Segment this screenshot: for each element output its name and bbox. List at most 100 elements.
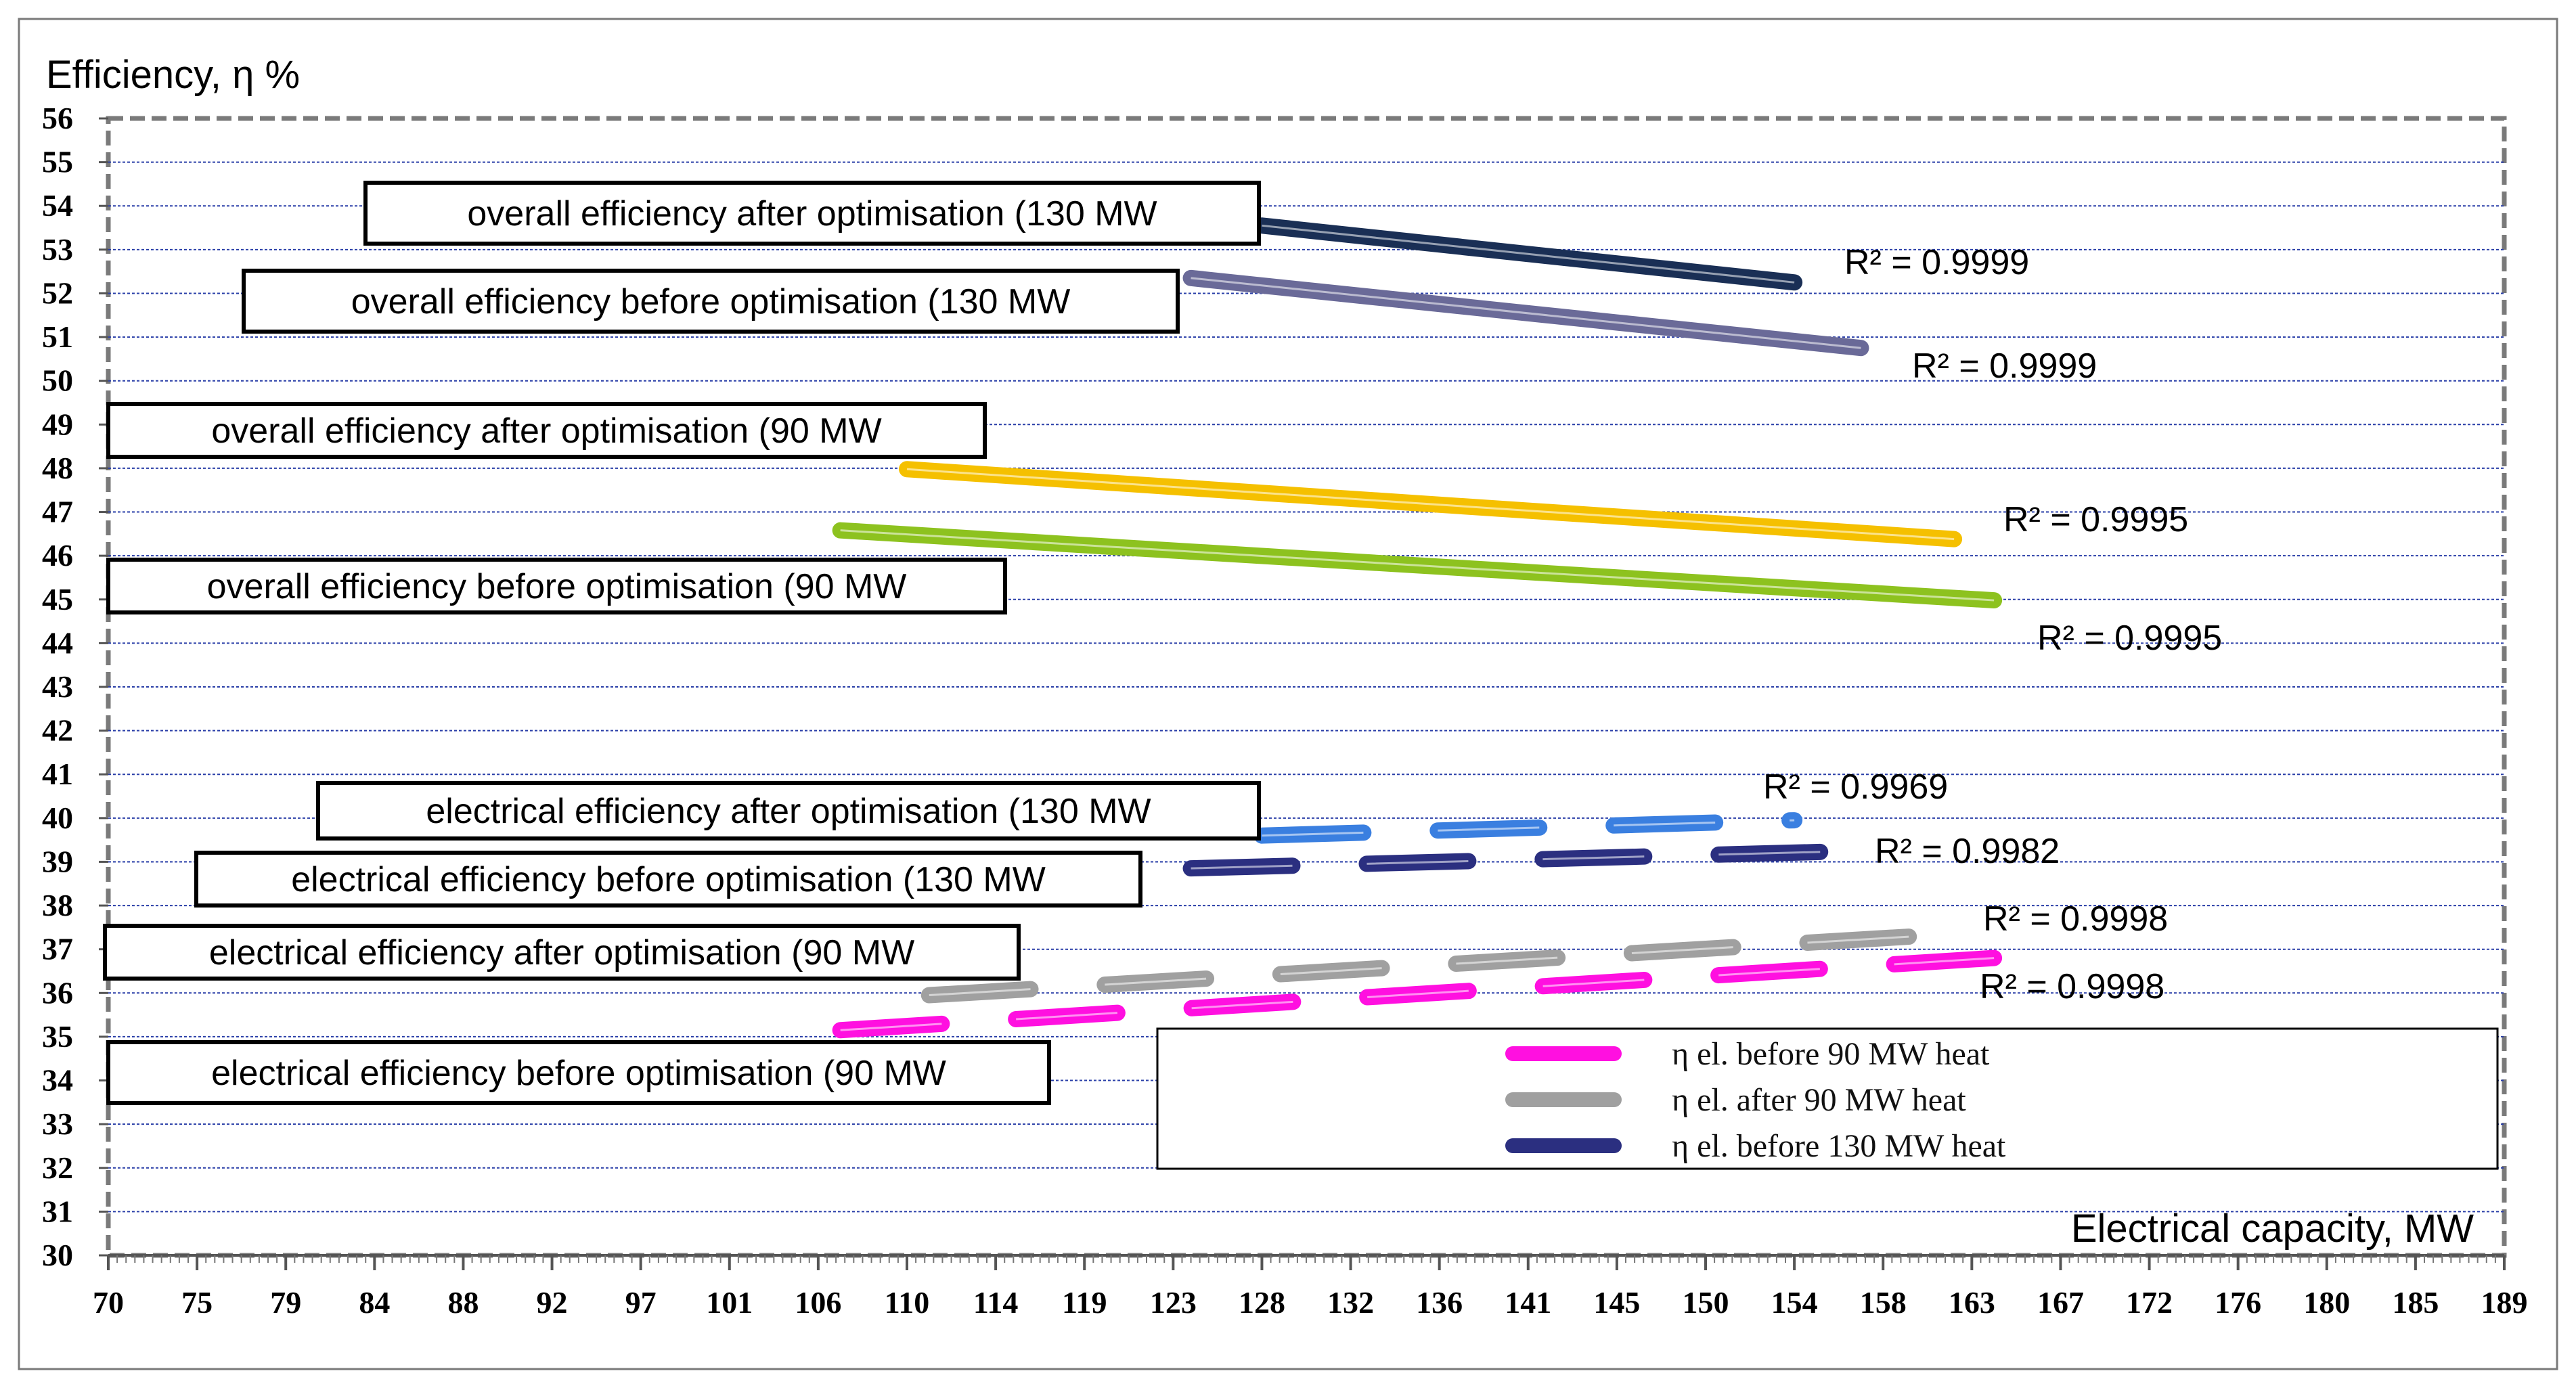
y-tick-label: 30	[42, 1238, 73, 1272]
legend-label: η el. before 90 MW heat	[1672, 1036, 1990, 1072]
x-tick-label: 158	[1860, 1285, 1907, 1320]
legend-label: η el. before 130 MW heat	[1672, 1128, 2006, 1164]
series-label-box	[316, 781, 1261, 841]
x-tick-label: 119	[1062, 1285, 1107, 1320]
series-label-ov_after_130: overall efficiency after optimisation (1…	[467, 194, 1157, 233]
series-label-box	[103, 924, 1021, 981]
x-tick-label: 154	[1771, 1285, 1818, 1320]
x-tick-label: 114	[973, 1285, 1018, 1320]
y-tick-label: 51	[42, 319, 73, 354]
y-tick-label: 37	[42, 932, 73, 966]
r2-label-el_before_90: R² = 0.9998	[1980, 967, 2164, 1006]
series-label-el_after_90: electrical efficiency after optimisation…	[209, 933, 914, 972]
legend: η el. before 90 MW heat η el. after 90 MW…	[1156, 1027, 2499, 1170]
series-highlight-ov_after_130	[1262, 224, 1795, 284]
x-tick-label: 136	[1416, 1285, 1463, 1320]
series-label-el_before_130: electrical efficiency before optimisatio…	[291, 860, 1046, 899]
series-label-ov_before_130: overall efficiency before optimisation (…	[351, 282, 1071, 321]
y-tick-label: 41	[42, 757, 73, 791]
y-tick-label: 39	[42, 844, 73, 878]
y-tick-label: 40	[42, 801, 73, 835]
y-tick-label: 35	[42, 1019, 73, 1054]
legend-items: η el. before 90 MW heat η el. after 90 MW…	[1505, 1036, 2006, 1164]
x-tick-label: 176	[2215, 1285, 2261, 1320]
y-tick-label: 56	[42, 101, 73, 135]
r2-label-ov_after_90: R² = 0.9995	[2003, 500, 2188, 539]
series-label-box	[194, 851, 1142, 908]
series-label-box	[106, 1040, 1051, 1105]
y-tick-label: 54	[42, 188, 73, 223]
y-tick-label: 33	[42, 1106, 73, 1141]
y-tick-label: 43	[42, 669, 73, 704]
x-tick-label: 150	[1683, 1285, 1729, 1320]
y-tick-label: 52	[42, 275, 73, 310]
x-tick-label: 180	[2303, 1285, 2350, 1320]
y-tick-label: 53	[42, 232, 73, 267]
x-tick-label: 189	[2481, 1285, 2528, 1320]
x-tick-label: 123	[1150, 1285, 1197, 1320]
r2-label-el_after_90: R² = 0.9998	[1983, 899, 2168, 939]
y-tick-label: 32	[42, 1150, 73, 1185]
series-lines	[832, 217, 2003, 1039]
series-label-box	[106, 558, 1007, 614]
series-highlight-ov_before_130	[1191, 277, 1861, 349]
y-tick-label: 42	[42, 713, 73, 748]
x-tick-label: 70	[93, 1285, 124, 1320]
x-tick-label: 75	[181, 1285, 213, 1320]
x-tick-label: 84	[359, 1285, 390, 1320]
x-tick-label: 163	[1949, 1285, 1995, 1320]
series-highlight-el_after_130	[1262, 819, 1795, 837]
x-tick-label: 132	[1327, 1285, 1374, 1320]
y-tick-label: 34	[42, 1063, 73, 1098]
legend-label: η el. after 90 MW heat	[1672, 1082, 1966, 1118]
y-tick-label: 49	[42, 407, 73, 441]
y-tick-label: 46	[42, 538, 73, 573]
x-tick-label: 97	[625, 1285, 657, 1320]
x-axis-ticks: 70 75 79 84 88 92 97 101 106 110 114 119 123 128 132 13…	[93, 1254, 2528, 1320]
x-tick-label: 88	[447, 1285, 479, 1320]
series-label-ov_after_90: overall efficiency after optimisation (9…	[211, 411, 881, 451]
x-axis-title: Electrical capacity, MW	[2071, 1207, 2474, 1251]
series-label-box	[106, 402, 987, 459]
legend-box	[1156, 1027, 2499, 1170]
r2-label-ov_before_90: R² = 0.9995	[2037, 619, 2222, 658]
y-tick-label: 44	[42, 625, 73, 660]
series-highlight-el_before_130	[1191, 849, 1861, 870]
series-label-ov_before_90: overall efficiency before optimisation (…	[207, 567, 907, 606]
x-tick-label: 145	[1593, 1285, 1640, 1320]
x-tick-label: 110	[885, 1285, 929, 1320]
y-axis-ticks: 30 31 32 33 34 35 36 37 38 39 40 41 42 43 44 45 46 47 48 49…	[42, 101, 108, 1272]
y-tick-label: 38	[42, 888, 73, 922]
r2-labels: R² = 0.9999 R² = 0.9999 R² = 0.9995 R² = 0.…	[1763, 243, 2222, 1006]
y-tick-label: 48	[42, 451, 73, 485]
x-tick-label: 79	[270, 1285, 301, 1320]
series-label-box	[363, 181, 1261, 246]
series-labels: overall efficiency after optimisation (1…	[103, 181, 1261, 1105]
series-label-el_after_130: electrical efficiency after optimisation…	[426, 792, 1151, 831]
y-tick-label: 55	[42, 145, 73, 179]
x-tick-label: 172	[2126, 1285, 2173, 1320]
y-tick-label: 47	[42, 495, 73, 529]
y-tick-label: 50	[42, 363, 73, 398]
x-tick-label: 101	[706, 1285, 753, 1320]
y-tick-label: 45	[42, 582, 73, 617]
x-tick-label: 92	[537, 1285, 568, 1320]
series-highlight-ov_before_90	[840, 529, 1995, 602]
series-highlight-ov_after_90	[906, 468, 1955, 541]
x-tick-label: 128	[1239, 1285, 1285, 1320]
y-tick-label: 36	[42, 975, 73, 1010]
x-tick-label: 141	[1505, 1285, 1551, 1320]
x-tick-label: 167	[2037, 1285, 2084, 1320]
x-tick-label: 185	[2392, 1285, 2439, 1320]
series-highlight-el_before_90	[840, 957, 1995, 1031]
series-label-el_before_90: electrical efficiency before optimisatio…	[211, 1054, 946, 1093]
x-tick-label: 106	[795, 1285, 841, 1320]
r2-label-el_after_130: R² = 0.9969	[1763, 767, 1948, 807]
r2-label-ov_before_130: R² = 0.9999	[1912, 346, 2097, 386]
series-line-el_after_90	[920, 926, 1963, 1004]
y-tick-label: 31	[42, 1194, 73, 1228]
y-axis-title: Efficiency, η %	[46, 53, 300, 97]
r2-label-el_before_130: R² = 0.9982	[1875, 832, 2060, 871]
series-label-box	[242, 269, 1180, 334]
